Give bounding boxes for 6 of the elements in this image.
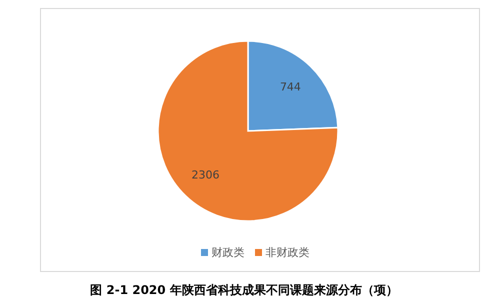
legend-label: 财政类 [212, 246, 244, 259]
data-label: 744 [280, 80, 301, 94]
legend-label: 非财政类 [266, 246, 310, 259]
data-label: 2306 [192, 168, 220, 182]
pie-slice [157, 40, 339, 222]
text: 图 2-1 2020 年陕西省科技成果不同课题来源分布（项） [89, 282, 399, 299]
